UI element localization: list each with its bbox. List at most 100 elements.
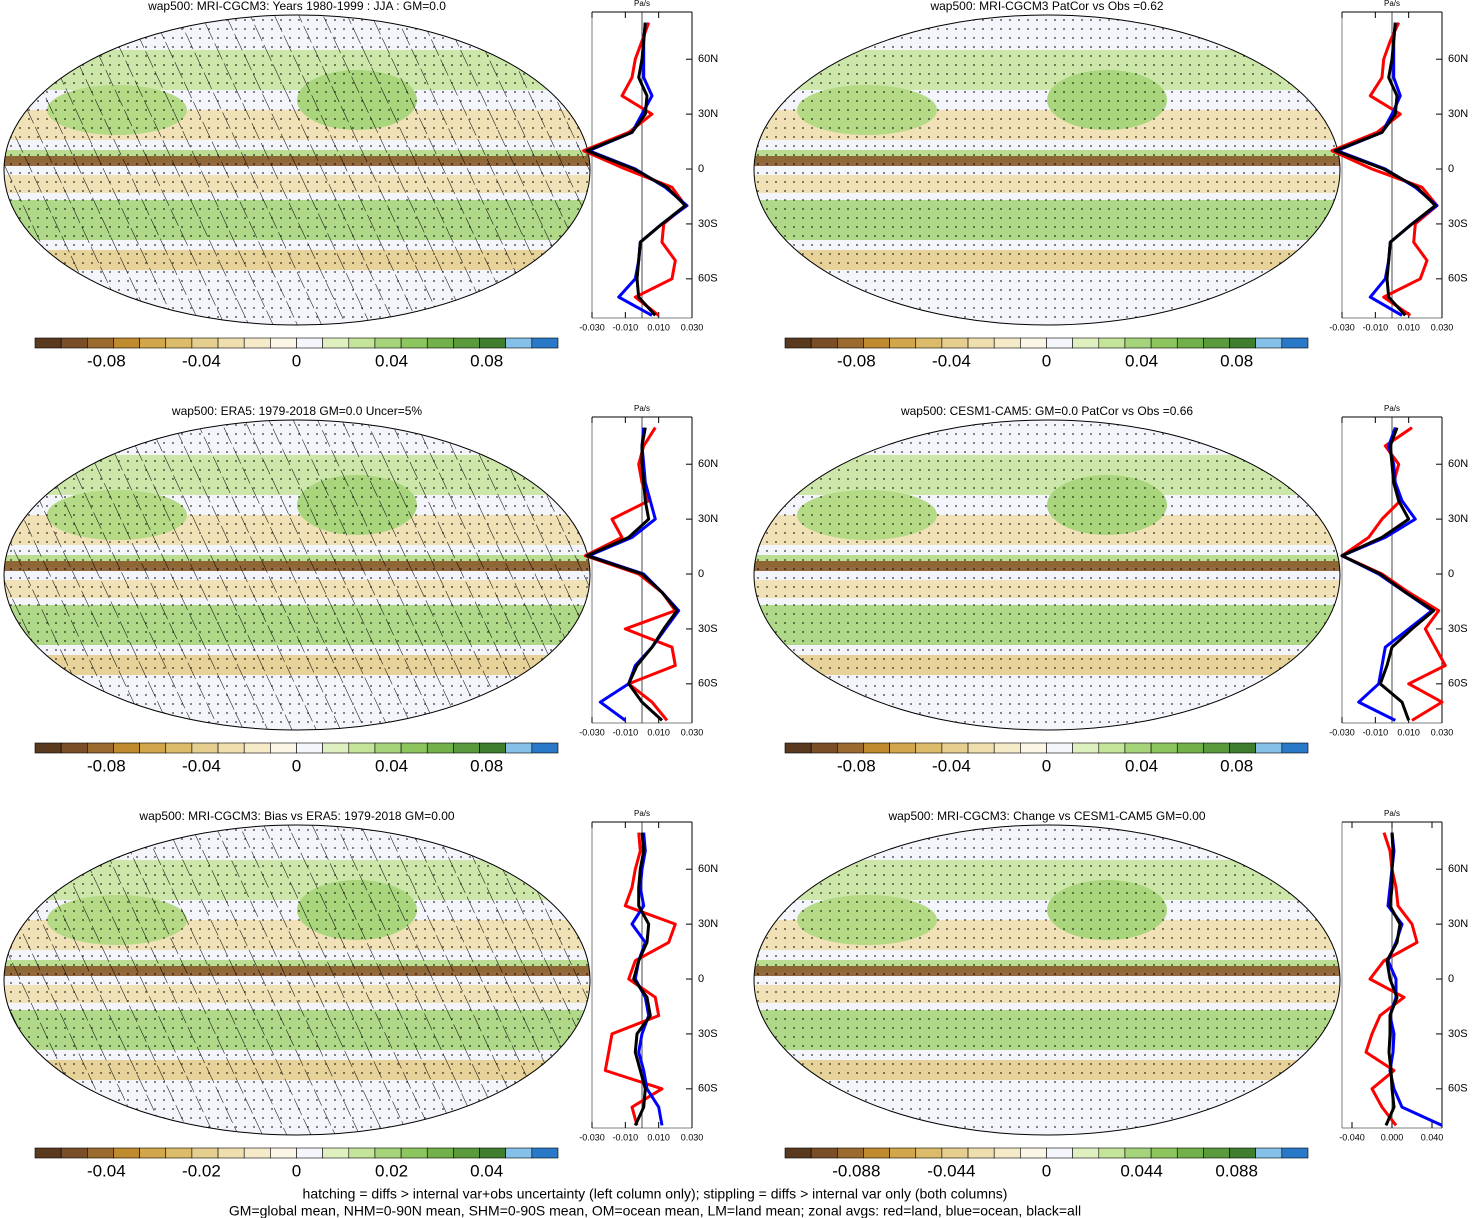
colorbar-box — [863, 337, 890, 349]
colorbar-box — [243, 742, 271, 754]
x-tick-label: 0.010 — [1397, 322, 1420, 332]
x-tick-label: 0.010 — [647, 1132, 670, 1142]
colorbar-box — [967, 742, 995, 754]
profile-line — [1340, 427, 1434, 722]
colorbar-box — [1072, 337, 1100, 349]
colorbar-box — [915, 742, 943, 754]
colorbar-box — [1098, 742, 1126, 754]
colorbar-box — [165, 337, 193, 349]
y-tick-label: 0 — [698, 973, 704, 985]
profile-line — [1330, 21, 1439, 317]
y-tick-label: 30S — [1448, 623, 1468, 635]
colorbar-label: 0 — [1042, 351, 1051, 370]
colorbar-box — [217, 337, 245, 349]
colorbar-box — [191, 742, 219, 754]
colorbar-label: -0.08 — [87, 351, 126, 370]
y-tick-label: 60N — [698, 53, 718, 65]
colorbar-box — [1176, 1147, 1204, 1159]
colorbar-box — [113, 337, 140, 349]
colorbar-box — [426, 742, 454, 754]
profile-line — [1333, 22, 1437, 317]
colorbar-box — [479, 337, 506, 349]
colorbar-box — [1150, 337, 1178, 349]
colorbar-box — [915, 337, 943, 349]
colorbar-box — [531, 742, 559, 754]
colorbar-box — [531, 1147, 559, 1159]
map-hatch — [4, 825, 590, 1135]
colorbar-box — [87, 1147, 114, 1159]
colorbar-box — [374, 1147, 402, 1159]
colorbar-label: -0.04 — [932, 351, 971, 370]
x-axis-label: Pa/s — [634, 809, 650, 818]
colorbar-box — [941, 742, 969, 754]
map — [754, 420, 1340, 730]
x-tick-label: -0.010 — [1363, 727, 1389, 737]
x-axis-label: Pa/s — [1384, 809, 1400, 818]
colorbar-label: -0.08 — [837, 756, 876, 775]
panel-title: wap500: ERA5: 1979-2018 GM=0.0 Uncer=5% — [171, 404, 422, 418]
colorbar-label: -0.02 — [182, 1161, 221, 1180]
y-tick-label: 60N — [698, 458, 718, 470]
map-border — [3, 14, 591, 326]
x-tick-label: -0.030 — [579, 322, 605, 332]
colorbar-box — [1098, 1147, 1126, 1159]
colorbar-box — [784, 742, 812, 754]
caption: hatching = diffs > internal var+obs unce… — [303, 1186, 1008, 1202]
colorbar-box — [505, 1147, 533, 1159]
colorbar-box — [400, 337, 428, 349]
colorbar-box — [348, 337, 376, 349]
colorbar-box — [1229, 337, 1257, 349]
colorbar-box — [915, 1147, 943, 1159]
y-tick-label: 60S — [698, 273, 718, 285]
colorbar-box — [322, 1147, 350, 1159]
y-tick-label: 60S — [1448, 1083, 1468, 1095]
y-tick-label: 60N — [1448, 863, 1468, 875]
colorbar-label: -0.08 — [837, 351, 876, 370]
colorbar-label: 0 — [1042, 1161, 1051, 1180]
colorbar-box — [453, 337, 480, 349]
y-tick-label: 30S — [1448, 1028, 1468, 1040]
map — [754, 15, 1340, 325]
colorbar-box — [1176, 742, 1204, 754]
colorbar-box — [400, 1147, 428, 1159]
colorbar-box — [1203, 337, 1230, 349]
colorbar-label: -0.04 — [182, 756, 221, 775]
profile-line — [582, 22, 687, 317]
y-tick-label: 0 — [1448, 568, 1454, 580]
colorbar-box — [60, 742, 88, 754]
colorbar-box — [1281, 742, 1309, 754]
colorbar-box — [941, 337, 969, 349]
colorbar-label: 0.088 — [1215, 1161, 1258, 1180]
colorbar-box — [113, 1147, 140, 1159]
y-tick-label: 60N — [1448, 458, 1468, 470]
colorbar-box — [505, 337, 533, 349]
colorbar-box — [1281, 1147, 1309, 1159]
x-tick-label: 0.030 — [1431, 727, 1454, 737]
profile-line — [603, 832, 677, 1126]
y-tick-label: 30S — [698, 623, 718, 635]
colorbar-box — [60, 1147, 88, 1159]
colorbar-box — [165, 742, 193, 754]
map-border — [3, 419, 591, 731]
colorbar-label: 0 — [1042, 756, 1051, 775]
colorbar-box — [479, 1147, 506, 1159]
colorbar-box — [270, 1147, 297, 1159]
profile-line — [1340, 427, 1436, 721]
y-tick-label: 60N — [1448, 53, 1468, 65]
colorbar-box — [139, 337, 167, 349]
colorbar-box — [1046, 1147, 1073, 1159]
y-tick-label: 60N — [698, 863, 718, 875]
colorbar-box — [1176, 337, 1204, 349]
colorbar-box — [87, 337, 114, 349]
profile-line — [1384, 832, 1402, 1127]
colorbar-box — [1229, 1147, 1257, 1159]
colorbar-box — [34, 1147, 62, 1159]
y-tick-label: 30N — [1448, 918, 1468, 930]
colorbar-box — [139, 742, 167, 754]
colorbar-box — [1072, 742, 1100, 754]
colorbar-label: 0 — [292, 1161, 301, 1180]
y-tick-label: 30N — [698, 513, 718, 525]
map-hatch — [4, 420, 590, 730]
y-tick-label: 30S — [1448, 218, 1468, 230]
x-tick-label: 0.030 — [681, 727, 704, 737]
